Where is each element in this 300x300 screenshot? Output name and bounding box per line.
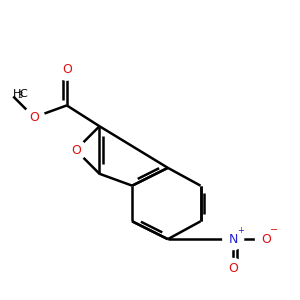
Circle shape bbox=[24, 107, 44, 128]
Text: N: N bbox=[229, 233, 238, 246]
Circle shape bbox=[56, 59, 77, 80]
Text: +: + bbox=[237, 226, 244, 235]
Circle shape bbox=[256, 229, 276, 250]
Text: C: C bbox=[20, 88, 28, 98]
Text: O: O bbox=[261, 233, 271, 246]
Text: −: − bbox=[270, 225, 278, 235]
Text: O: O bbox=[29, 111, 39, 124]
Circle shape bbox=[65, 140, 86, 160]
Text: 3: 3 bbox=[17, 91, 22, 100]
Text: O: O bbox=[228, 262, 238, 275]
Text: O: O bbox=[71, 143, 81, 157]
Text: O: O bbox=[62, 63, 72, 76]
Circle shape bbox=[223, 259, 244, 279]
Circle shape bbox=[223, 229, 244, 250]
Text: H: H bbox=[13, 88, 21, 98]
